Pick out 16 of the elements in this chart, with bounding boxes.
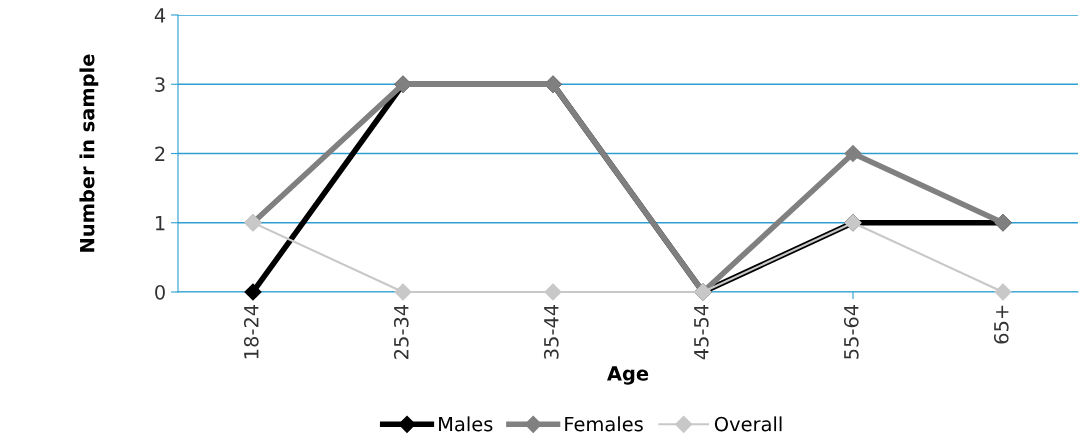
legend-label: Overall	[714, 416, 782, 432]
x-tick-label: 55-64	[843, 304, 859, 359]
x-tick-label: 25-34	[393, 304, 409, 359]
legend-label: Males	[439, 416, 493, 432]
y-tick-label: 0	[155, 284, 165, 300]
y-axis-title: Number in sample	[79, 54, 99, 252]
y-tick-label: 2	[155, 146, 165, 161]
y-tick-label: 4	[154, 8, 166, 23]
x-tick-label: 65+	[993, 305, 1009, 344]
x-tick-label: 18-24	[243, 304, 259, 359]
x-tick-label: 45-54	[694, 304, 709, 360]
y-tick-label: 1	[155, 215, 165, 231]
y-tick-label: 3	[155, 77, 165, 92]
x-tick-label: 35-44	[543, 304, 559, 359]
x-axis-title: Age	[607, 366, 649, 385]
legend-label: Females	[565, 416, 643, 432]
